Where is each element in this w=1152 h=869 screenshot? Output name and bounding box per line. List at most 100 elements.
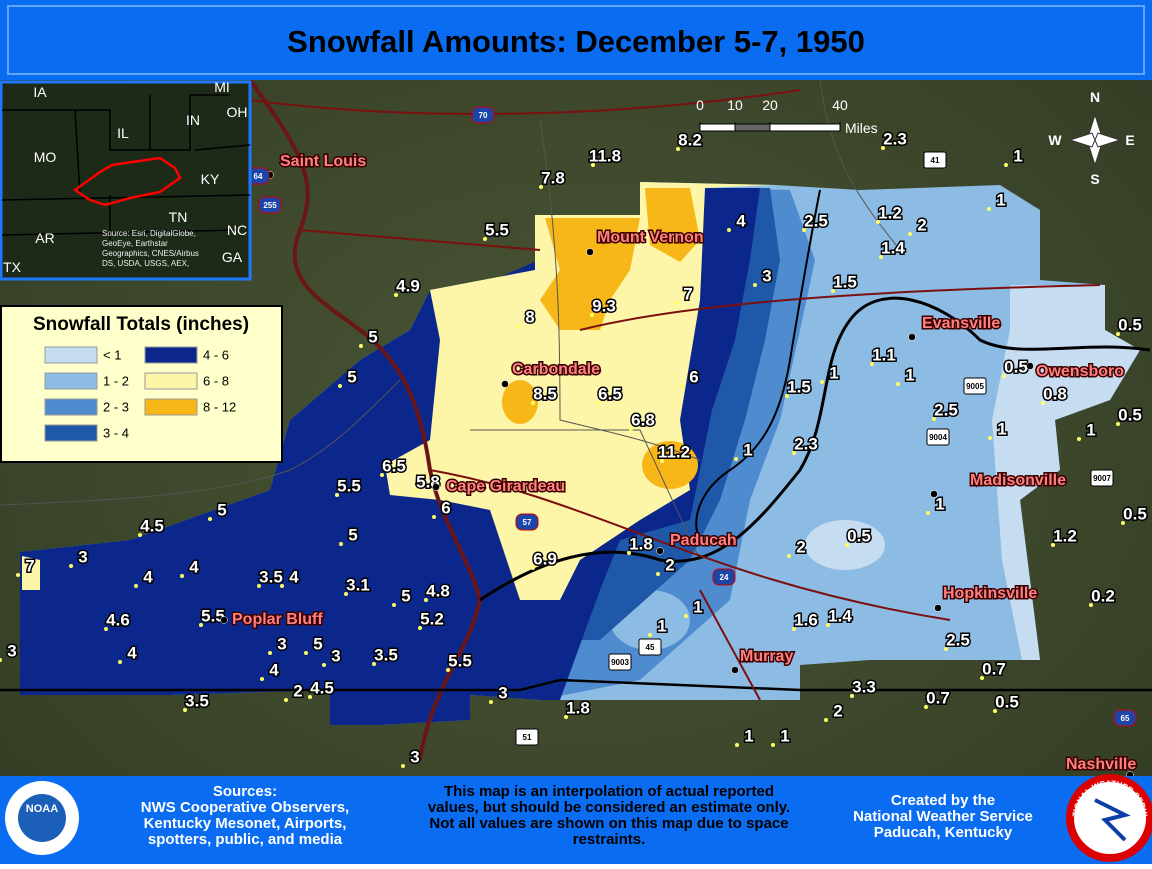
footer-disclaimer: restraints.	[573, 831, 646, 848]
snowfall-value: 6.8	[631, 410, 655, 429]
station-dot	[418, 626, 422, 630]
snowfall-value: 4	[189, 557, 199, 576]
station-dot	[826, 623, 830, 627]
snowfall-value: 4.6	[106, 610, 130, 629]
station-dot	[1051, 543, 1055, 547]
city-dot	[930, 490, 938, 498]
footer-disclaimer: This map is an interpolation of actual r…	[444, 783, 774, 800]
boundaries	[0, 78, 1152, 761]
snowfall-value: 3.1	[346, 575, 370, 594]
station-dot	[876, 220, 880, 224]
legend-label: 2 - 3	[103, 399, 129, 414]
snowfall-value: 1.5	[787, 377, 811, 396]
footer-disclaimer: Not all values are shown on this map due…	[429, 815, 788, 832]
station-dot	[820, 380, 824, 384]
station-dot	[596, 401, 600, 405]
station-dot	[944, 647, 948, 651]
snowfall-value: 0.2	[1091, 586, 1115, 605]
inset-label: IN	[186, 112, 200, 128]
station-dot	[1004, 163, 1008, 167]
station-dot	[199, 623, 203, 627]
station-dot	[735, 743, 739, 747]
station-dot	[787, 554, 791, 558]
snowfall-value: 5.2	[420, 609, 444, 628]
inset-frame	[0, 80, 252, 281]
snowfall-value: 5.5	[485, 220, 509, 239]
station-dot	[1121, 521, 1125, 525]
snowfall-value: 1.1	[872, 345, 896, 364]
station-dot	[1002, 374, 1006, 378]
inset-label: IA	[33, 84, 47, 100]
snowfall-value: 1.2	[1053, 526, 1077, 545]
station-dot	[432, 515, 436, 519]
station-dot	[308, 695, 312, 699]
inset-source: Source: Esri, DigitalGlobe,	[102, 229, 196, 238]
city-label: Evansville	[922, 315, 1000, 332]
scale-label: 10	[727, 97, 743, 113]
region	[22, 556, 40, 590]
snowfall-value: 3	[7, 641, 16, 660]
footer-sources: spotters, public, and media	[148, 831, 343, 848]
inset-label: OH	[227, 104, 248, 120]
snowfall-value: 0.8	[1043, 384, 1067, 403]
legend-swatch	[44, 346, 98, 364]
station-dot	[734, 457, 738, 461]
inset-source: Geographics, CNES/Airbus	[102, 249, 199, 258]
snowfall-value: 3.5	[259, 567, 283, 586]
station-dot	[138, 533, 142, 537]
station-dot	[870, 362, 874, 366]
station-dot	[284, 698, 288, 702]
station-dot	[372, 662, 376, 666]
station-dot	[104, 627, 108, 631]
station-dot	[987, 207, 991, 211]
snowfall-value: 3	[78, 547, 87, 566]
station-dot	[1041, 401, 1045, 405]
snowfall-value: 0.7	[926, 688, 950, 707]
station-dot	[322, 663, 326, 667]
compass-label: N	[1090, 89, 1100, 105]
city-dot	[656, 547, 664, 555]
snowfall-value: 0.5	[847, 526, 871, 545]
highway-shield	[923, 151, 947, 169]
city-label: Owensboro	[1036, 363, 1124, 380]
snowfall-value: 0.5	[995, 692, 1019, 711]
station-dot	[627, 551, 631, 555]
snowfall-value: 1.4	[881, 238, 905, 257]
highway-label: 65	[1121, 714, 1130, 723]
inset-label: MI	[214, 79, 230, 95]
county-line	[0, 79, 901, 561]
highway-shield	[638, 638, 662, 656]
city-dot	[1026, 362, 1034, 370]
city-dot	[220, 616, 228, 624]
station-dot	[335, 493, 339, 497]
snowfall-value: 0.5	[1118, 405, 1142, 424]
snowfall-value: 2.5	[804, 211, 828, 230]
snowfall-value: 6.9	[533, 549, 557, 568]
snowfall-value: 1.5	[833, 272, 857, 291]
scale-segment	[734, 123, 771, 132]
station-dot	[414, 489, 418, 493]
station-dot	[257, 584, 261, 588]
snowfall-value: 3	[498, 683, 507, 702]
snowfall-value: 2	[796, 537, 805, 556]
snowfall-value: 1	[1013, 146, 1022, 165]
snowfall-value: 11.8	[589, 146, 621, 165]
snowfall-value: 4.9	[396, 276, 420, 295]
legend-label: 4 - 6	[203, 347, 229, 362]
city-label: Nashville	[1066, 756, 1136, 773]
station-dot	[516, 324, 520, 328]
snowfall-value: 4	[736, 211, 746, 230]
station-dot	[680, 384, 684, 388]
station-dot	[539, 185, 543, 189]
city-dot	[432, 483, 440, 491]
station-dot	[339, 542, 343, 546]
station-dot	[134, 584, 138, 588]
highway-label: 9004	[929, 433, 947, 442]
station-dot	[268, 651, 272, 655]
footer-credit: Paducah, Kentucky	[874, 824, 1013, 841]
snowfall-value: 5	[401, 586, 410, 605]
snowfall-value: 0.5	[1004, 357, 1028, 376]
inset-label: KY	[201, 171, 220, 187]
station-dot	[831, 289, 835, 293]
